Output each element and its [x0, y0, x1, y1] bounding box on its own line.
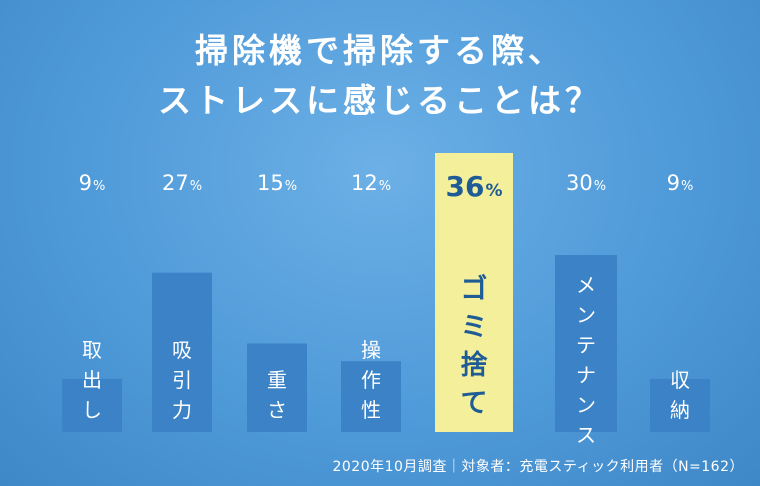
bar-3: [341, 361, 401, 432]
value-label-2: 15%: [257, 171, 297, 195]
value-label-3: 12%: [351, 171, 391, 195]
bar-5: [555, 255, 617, 432]
bar-1: [152, 272, 212, 432]
category-label-6: 収納: [670, 368, 690, 422]
category-label-4: ゴミ捨て: [461, 273, 488, 419]
chart-title: 掃除機で掃除する際、 ストレスに感じることは？: [0, 26, 760, 126]
value-label-4: 36%: [445, 170, 502, 203]
bar-0: [62, 378, 122, 432]
category-label-1: 吸引力: [172, 338, 192, 422]
survey-footnote: 2020年10月調査｜対象者：充電スティック利用者（N=162）: [332, 459, 744, 475]
chart-title-line-1: 掃除機で掃除する際、: [195, 31, 565, 70]
chart-title-line-2: ストレスに感じることは？: [158, 81, 602, 120]
category-label-5: メンテナンス: [576, 273, 596, 447]
category-label-3: 操作性: [361, 338, 381, 422]
bar-6: [650, 378, 710, 432]
bar-4: [435, 153, 513, 432]
bar-2: [247, 343, 307, 432]
value-label-0: 9%: [79, 171, 106, 195]
value-label-5: 30%: [566, 171, 606, 195]
category-label-2: 重さ: [267, 368, 287, 422]
value-label-6: 9%: [667, 171, 694, 195]
value-label-1: 27%: [162, 171, 202, 195]
category-label-0: 取出し: [82, 338, 102, 422]
